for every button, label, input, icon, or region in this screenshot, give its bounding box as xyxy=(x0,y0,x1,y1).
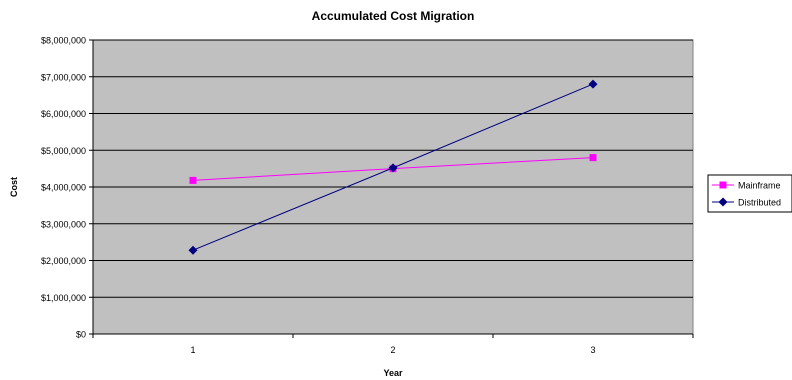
series-distributed xyxy=(188,79,598,255)
series-layer xyxy=(188,79,598,255)
y-axis-label: Cost xyxy=(9,177,19,197)
y-tick-label: $5,000,000 xyxy=(41,146,86,156)
legend-box xyxy=(707,174,792,213)
y-tick-label: $7,000,000 xyxy=(41,72,86,82)
data-point-mainframe xyxy=(589,154,597,162)
y-tick-label: $8,000,000 xyxy=(41,36,86,46)
legend: Mainframe Distributed xyxy=(707,174,792,213)
y-tick-label: $0 xyxy=(76,330,86,340)
legend-marker-distributed xyxy=(718,197,728,207)
data-point-mainframe xyxy=(189,176,197,184)
x-tick-label: 2 xyxy=(390,345,395,355)
axes: $0 $1,000,000 $2,000,000 $3,000,000 $4,000,0… xyxy=(41,36,694,355)
y-tick-label: $2,000,000 xyxy=(41,256,86,266)
y-tick-label: $4,000,000 xyxy=(41,183,86,193)
legend-label-mainframe: Mainframe xyxy=(738,181,781,191)
gridlines xyxy=(93,39,693,298)
chart-title: Accumulated Cost Migration xyxy=(312,9,475,23)
legend-marker-mainframe xyxy=(719,181,727,189)
data-point-distributed xyxy=(388,163,398,173)
y-tick-label: $3,000,000 xyxy=(41,219,86,229)
legend-label-distributed: Distributed xyxy=(738,198,781,208)
y-tick-label: $1,000,000 xyxy=(41,293,86,303)
data-point-distributed xyxy=(188,245,198,255)
x-tick-label: 3 xyxy=(590,345,595,355)
x-axis-label: Year xyxy=(383,368,403,378)
x-tick-label: 1 xyxy=(190,345,195,355)
y-tick-label: $6,000,000 xyxy=(41,109,86,119)
data-point-distributed xyxy=(588,79,598,89)
